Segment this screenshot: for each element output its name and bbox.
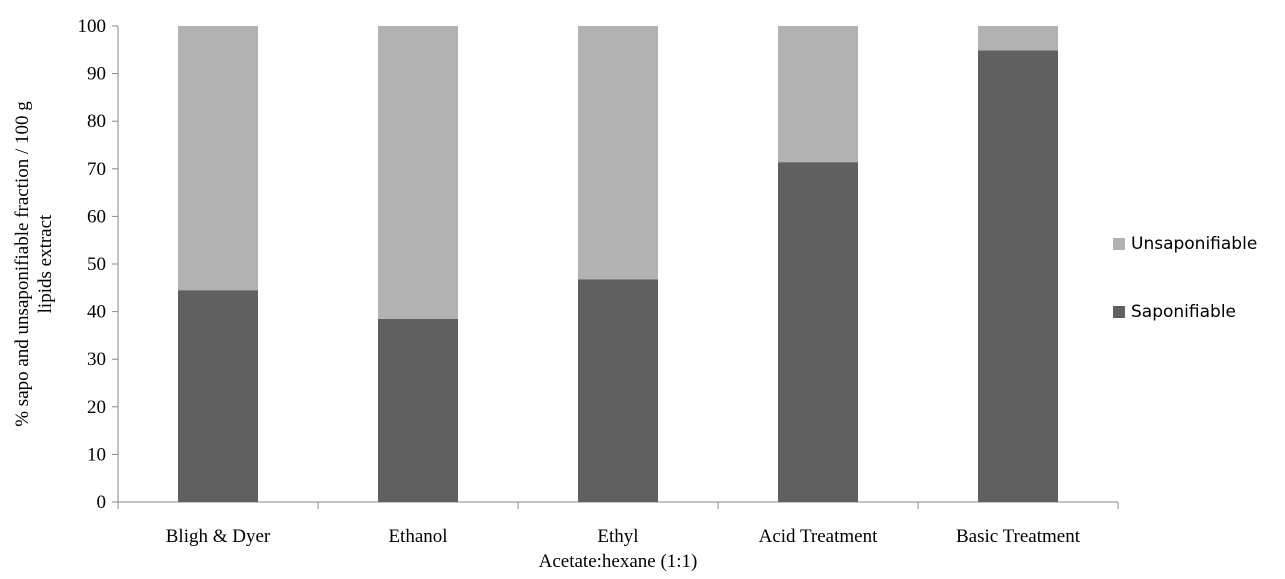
y-axis-title-line: % sapo and unsaponifiable fraction / 100… [12,101,33,427]
y-tick-label: 50 [87,254,106,275]
y-tick-label: 10 [87,444,106,465]
y-tick-label: 60 [87,206,106,227]
bar-saponifiable-1 [378,318,458,502]
legend-swatch-unsaponifiable [1113,238,1125,250]
y-tick-label: 80 [87,111,106,132]
x-tick-label: Ethanol [388,526,447,547]
legend: Unsaponifiable Saponifiable [1113,234,1257,322]
bar-saponifiable-4 [978,50,1058,502]
x-tick-label: Bligh & Dyer [166,526,271,547]
y-tick-label: 90 [87,64,106,85]
y-tick-label: 0 [97,492,107,513]
legend-swatch-saponifiable [1113,306,1125,318]
bars [178,26,1058,503]
legend-label-unsaponifiable: Unsaponifiable [1131,234,1257,254]
y-axis-title-line: lipids extract [35,214,56,313]
y-tick-labels: 0 10 20 30 40 50 60 70 80 90 100 [78,16,107,513]
bar-saponifiable-2 [578,279,658,502]
x-tick-label: Acetate:hexane (1:1) [539,551,698,572]
bar-unsaponifiable-4 [978,26,1058,51]
y-tick-label: 30 [87,349,106,370]
bar-unsaponifiable-2 [578,26,658,280]
bar-unsaponifiable-1 [378,26,458,319]
bar-unsaponifiable-0 [178,26,258,291]
bar-saponifiable-3 [778,162,858,503]
legend-label-saponifiable: Saponifiable [1131,302,1236,322]
x-tick-label: Acid Treatment [759,526,878,547]
x-tick-labels: Bligh & Dyer Ethanol Ethyl Acetate:hexane (… [166,526,1081,572]
bar-unsaponifiable-3 [778,26,858,163]
y-tick-label: 40 [87,302,106,323]
y-tick-label: 20 [87,397,106,418]
bar-saponifiable-0 [178,290,258,502]
x-tick-label: Ethyl [597,526,638,547]
y-tick-label: 70 [87,159,106,180]
y-tick-label: 100 [78,16,107,37]
x-tick-label: Basic Treatment [956,526,1081,547]
y-axis-label: % sapo and unsaponifiable fraction / 100… [12,101,56,427]
